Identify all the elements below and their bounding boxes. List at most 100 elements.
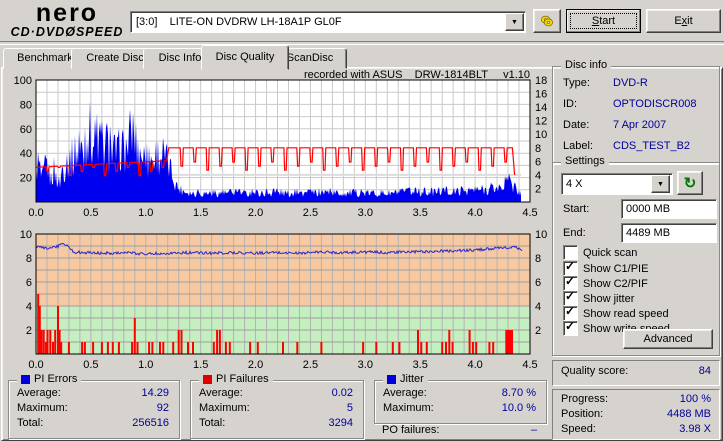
- svg-text:2: 2: [26, 325, 32, 337]
- pif-legend-square-icon: [203, 374, 212, 384]
- po-failures-row: PO failures: –: [382, 424, 537, 436]
- svg-text:2.5: 2.5: [303, 207, 318, 219]
- svg-text:6: 6: [535, 277, 541, 289]
- scan-speed-dropdown-button[interactable]: ▼: [651, 175, 670, 193]
- svg-text:8: 8: [535, 253, 541, 265]
- end-position-input[interactable]: 4489 MB: [621, 223, 717, 243]
- svg-text:40: 40: [20, 148, 32, 160]
- drive-select-dropdown-button[interactable]: ▼: [505, 13, 524, 31]
- po-failures-label: PO failures:: [382, 424, 440, 436]
- svg-text:2.0: 2.0: [248, 359, 263, 371]
- svg-text:0.5: 0.5: [83, 207, 98, 219]
- position-label: Position:: [561, 408, 604, 420]
- svg-text:1.5: 1.5: [193, 359, 208, 371]
- svg-text:4.5: 4.5: [522, 359, 537, 371]
- disc-id-label: ID:: [563, 98, 578, 110]
- show-c2-pif-checkbox[interactable]: ✓ Show C2/PIF: [563, 274, 648, 291]
- show-read-speed-checkbox[interactable]: ✓ Show read speed: [563, 304, 669, 321]
- check-icon: ✓: [565, 289, 576, 303]
- progress-label: Progress:: [561, 393, 609, 405]
- svg-text:4: 4: [26, 301, 32, 313]
- speed-label: Speed:: [561, 423, 596, 435]
- disc-label-value: CDS_TEST_B2: [613, 140, 691, 152]
- start-position-input[interactable]: 0000 MB: [621, 199, 717, 219]
- check-icon: ✓: [565, 259, 576, 273]
- po-failures-value: –: [530, 424, 537, 436]
- position-value: 4488 MB: [666, 408, 711, 420]
- disc-info-title: Disc info: [561, 59, 612, 71]
- svg-text:0.0: 0.0: [28, 207, 43, 219]
- svg-text:2: 2: [535, 325, 541, 337]
- pie-average-value: 14.29: [141, 387, 169, 399]
- svg-text:0.0: 0.0: [28, 359, 43, 371]
- refresh-button[interactable]: ↻: [677, 171, 703, 195]
- svg-text:10: 10: [20, 230, 32, 241]
- check-icon: ✓: [565, 319, 576, 333]
- drive-select[interactable]: [3:0] LITE-ON DVDRW LH-18A1P GL0F ▼: [130, 11, 526, 33]
- svg-text:10: 10: [535, 230, 547, 241]
- svg-text:12: 12: [535, 116, 547, 128]
- svg-text:3.5: 3.5: [413, 207, 428, 219]
- show-c1-pie-checkbox[interactable]: ✓ Show C1/PIE: [563, 259, 649, 276]
- pie-legend-square-icon: [21, 374, 30, 384]
- jitter-maximum-value: 10.0 %: [501, 402, 536, 414]
- svg-text:16: 16: [535, 89, 547, 101]
- svg-text:3.0: 3.0: [358, 207, 373, 219]
- jitter-average-value: 8.70 %: [501, 387, 536, 399]
- pi-errors-group: PI Errors Average: 14.29 Maximum: 92 Total…: [8, 373, 180, 439]
- pif-total-value: 3294: [328, 417, 353, 429]
- advanced-button[interactable]: Advanced: [623, 329, 713, 349]
- svg-text:2: 2: [535, 183, 541, 195]
- pi-errors-title: PI Errors: [34, 373, 78, 385]
- nero-brand-text: nero: [35, 0, 99, 27]
- pi-failures-group: PI Failures Average: 0.02 Maximum: 5 Total…: [190, 373, 364, 439]
- svg-text:6: 6: [535, 156, 541, 168]
- eject-discs-icon: [541, 15, 553, 27]
- progress-value: 100 %: [679, 393, 711, 405]
- pif-average-value: 0.02: [331, 387, 353, 399]
- check-icon: ✓: [565, 304, 576, 318]
- start-position-label: Start:: [563, 203, 590, 215]
- scan-speed-select[interactable]: 4 X ▼: [561, 173, 673, 195]
- svg-text:8: 8: [535, 143, 541, 155]
- svg-text:4.0: 4.0: [467, 207, 482, 219]
- progress-panel: Progress: 100 % Position: 4488 MB Speed: 3.…: [552, 389, 720, 440]
- tab-disc-quality[interactable]: Disc Quality: [201, 45, 289, 70]
- tab-scandisc[interactable]: ScanDisc: [273, 48, 347, 69]
- quality-score-value: 84: [698, 365, 711, 377]
- disc-date-label: Date:: [563, 119, 590, 131]
- svg-text:4.5: 4.5: [522, 207, 537, 219]
- disc-type-label: Type:: [563, 77, 590, 89]
- show-jitter-checkbox[interactable]: ✓ Show jitter: [563, 289, 635, 306]
- svg-text:0.5: 0.5: [83, 359, 98, 371]
- disc-icon: Ø: [65, 25, 76, 39]
- end-position-label: End:: [563, 227, 586, 239]
- svg-text:1.0: 1.0: [138, 359, 153, 371]
- settings-title: Settings: [561, 155, 609, 167]
- tab-disc-info[interactable]: Disc Info: [143, 48, 217, 69]
- svg-text:100: 100: [14, 76, 32, 87]
- pie-maximum-value: 92: [156, 402, 169, 414]
- quick-scan-checkbox[interactable]: ✓Quick scan: [563, 245, 637, 260]
- svg-text:4.0: 4.0: [467, 359, 482, 371]
- eject-button[interactable]: [533, 9, 561, 33]
- quality-score-label: Quality score:: [561, 365, 629, 377]
- svg-text:20: 20: [20, 173, 32, 185]
- tab-create-disc[interactable]: Create Disc: [71, 48, 159, 69]
- chevron-down-icon: ▼: [511, 18, 518, 26]
- nero-logo: nero CD·DVDØSPEED: [6, 1, 128, 39]
- svg-text:10: 10: [535, 129, 547, 141]
- disc-id-value: OPTODISCR008: [613, 98, 697, 110]
- disc-label-label: Label:: [563, 140, 593, 152]
- svg-text:1.0: 1.0: [138, 207, 153, 219]
- settings-group: Settings 4 X ▼ ↻ Start: 0000 MB End: 448…: [552, 155, 720, 356]
- svg-text:4: 4: [535, 301, 541, 313]
- disc-date-value: 7 Apr 2007: [613, 119, 667, 131]
- toolbar-divider: [0, 41, 724, 45]
- svg-text:2.5: 2.5: [303, 359, 318, 371]
- disc-type-value: DVD-R: [613, 77, 648, 89]
